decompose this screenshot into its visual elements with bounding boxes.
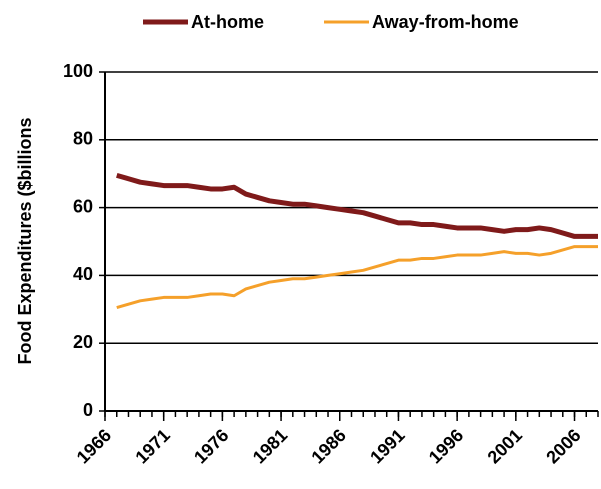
x-tick-label: 2006 xyxy=(542,425,584,467)
y-tick-label: 100 xyxy=(63,61,93,81)
y-tick-label: 40 xyxy=(73,264,93,284)
y-tick-label: 0 xyxy=(83,400,93,420)
x-tick-label: 1981 xyxy=(249,425,291,467)
x-tick-label: 1996 xyxy=(425,425,467,467)
legend-label: Away-from-home xyxy=(372,12,519,32)
x-tick-label: 1966 xyxy=(73,425,115,467)
series-line xyxy=(116,172,598,239)
series-line xyxy=(116,245,598,310)
x-tick-label: 2001 xyxy=(484,425,526,467)
y-tick-label: 80 xyxy=(73,129,93,149)
y-tick-label: 60 xyxy=(73,196,93,216)
y-axis-label: Food Expenditures ($billions xyxy=(15,117,35,364)
x-tick-label: 1986 xyxy=(307,425,349,467)
x-tick-label: 1991 xyxy=(366,425,408,467)
x-tick-label: 1976 xyxy=(190,425,232,467)
x-tick-label: 1971 xyxy=(131,425,173,467)
legend-label: At-home xyxy=(191,12,264,32)
y-tick-label: 20 xyxy=(73,332,93,352)
